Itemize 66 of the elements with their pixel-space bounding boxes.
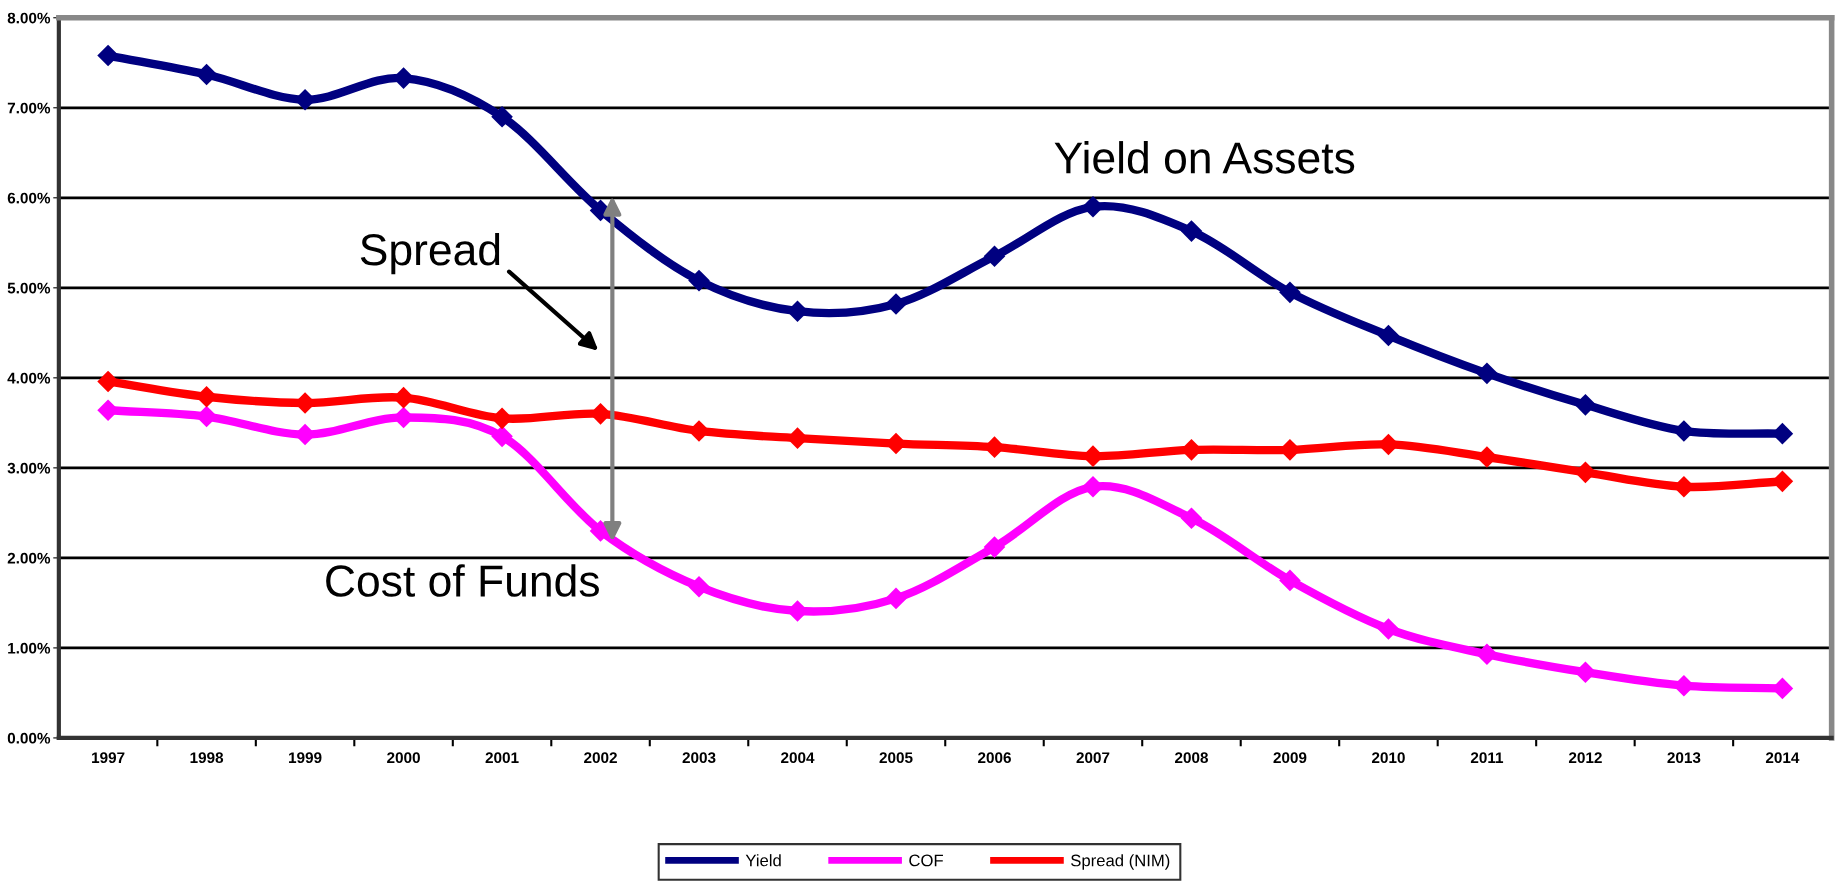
point <box>983 536 1006 558</box>
legend-label: Yield <box>745 854 781 867</box>
x-tick-label: 1997 <box>92 752 125 764</box>
point <box>1180 507 1203 530</box>
x-tick-label: 2012 <box>1568 752 1602 764</box>
point <box>491 105 513 128</box>
y-tick-label: 5.00% <box>7 282 51 294</box>
x-tick-label: 1998 <box>190 752 224 764</box>
point <box>195 63 218 86</box>
y-tick-label: 2.00% <box>7 552 51 564</box>
point <box>1377 324 1400 347</box>
point <box>1082 196 1104 218</box>
x-tick-label: 2004 <box>781 752 815 764</box>
x-tick-label: 2009 <box>1273 752 1307 764</box>
legend-label: Spread (NIM) <box>1071 854 1170 870</box>
point <box>97 370 119 393</box>
x-tick-label: 2007 <box>1076 752 1110 764</box>
point <box>97 44 119 67</box>
point <box>294 88 316 111</box>
x-tick-label: 2002 <box>584 752 617 764</box>
x-tick-label: 2011 <box>1470 752 1504 764</box>
point <box>688 420 710 442</box>
point <box>1673 674 1695 697</box>
point <box>1673 420 1695 442</box>
annotation: Cost of Funds <box>326 564 599 597</box>
point <box>1476 362 1498 385</box>
point <box>1476 643 1498 666</box>
point <box>1574 394 1597 416</box>
point <box>1279 569 1301 592</box>
annotation: Yield on Assets <box>1054 141 1355 174</box>
point <box>195 405 218 428</box>
point <box>688 269 710 292</box>
y-tick-label: 8.00% <box>7 12 51 24</box>
y-tick-label: 1.00% <box>8 642 51 654</box>
point <box>1377 618 1400 640</box>
y-tick-label: 6.00% <box>7 192 51 204</box>
point <box>1574 661 1597 684</box>
point <box>885 293 907 315</box>
point <box>1082 475 1104 498</box>
point <box>97 399 119 422</box>
point <box>1180 220 1203 242</box>
x-tick-label: 2010 <box>1371 752 1405 764</box>
x-tick-label: 2014 <box>1765 752 1800 764</box>
point <box>885 432 907 455</box>
x-tick-label: 1999 <box>289 752 322 764</box>
y-tick-label: 4.00% <box>7 372 51 384</box>
point <box>491 407 513 430</box>
y-tick-label: 0.00% <box>7 732 51 744</box>
x-tick-label: 2013 <box>1667 752 1701 764</box>
x-tick-label: 2003 <box>682 752 716 764</box>
point <box>491 425 513 448</box>
point <box>1279 281 1301 304</box>
point <box>1574 461 1597 484</box>
x-tick-label: 2000 <box>387 752 420 764</box>
point <box>1476 446 1498 468</box>
x-tick-label: 2008 <box>1175 752 1208 764</box>
point <box>885 587 907 610</box>
annotation: Spread <box>360 232 500 275</box>
x-tick-label: 2006 <box>978 752 1011 764</box>
y-tick-label: 7.00% <box>7 102 51 114</box>
x-tick-label: 2001 <box>485 752 519 764</box>
x-tick-label: 2005 <box>879 752 913 764</box>
legend-label: COF <box>909 854 943 867</box>
y-tick-label: 3.00% <box>7 462 51 474</box>
point <box>983 245 1006 268</box>
point <box>688 575 710 598</box>
